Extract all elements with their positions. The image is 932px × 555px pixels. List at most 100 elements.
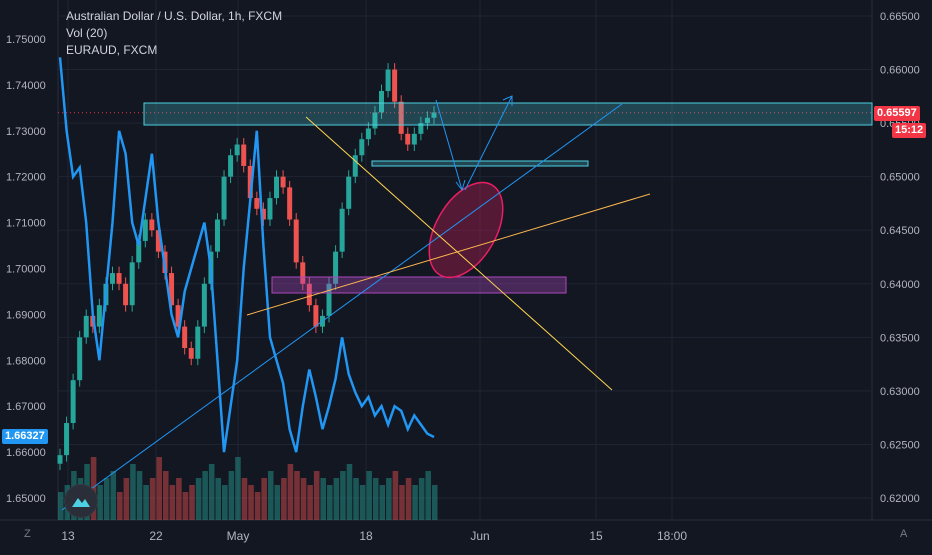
volume-bar (58, 492, 64, 520)
volume-bar (123, 478, 130, 520)
candle-body (405, 133, 411, 145)
volume-bar (379, 485, 386, 520)
volume-bar (386, 478, 392, 520)
timezone-toggle-button[interactable]: Z (24, 528, 31, 540)
volume-bar (313, 471, 320, 520)
volume-bar (399, 485, 405, 520)
volume-bar (176, 478, 182, 520)
projection-arrow-down (435, 99, 463, 191)
y-left-tick-label: 1.65000 (6, 493, 46, 505)
y-right-tick-label: 0.64500 (880, 225, 920, 237)
chart-legend: Australian Dollar / U.S. Dollar, 1h, FXC… (66, 8, 282, 59)
volume-bar (241, 478, 248, 520)
y-right-tick-label: 0.65000 (880, 172, 920, 184)
tradingview-logo-icon[interactable] (64, 484, 98, 518)
candle-body (234, 144, 240, 156)
volume-bar (149, 478, 156, 520)
arrow-head-up (502, 95, 513, 106)
y-left-tick-label: 1.68000 (6, 355, 46, 367)
arrow-head-down (455, 179, 466, 192)
candle-body (182, 326, 188, 349)
volume-bar (274, 485, 281, 520)
candle-body (169, 273, 175, 306)
y-left-tick-label: 1.71000 (6, 218, 46, 230)
target-zone-ellipse (428, 181, 504, 279)
candle-body (372, 112, 378, 129)
volume-bar (169, 485, 176, 520)
x-tick-label: 22 (149, 529, 163, 543)
candle-body (280, 176, 286, 188)
volume-bar (307, 485, 313, 520)
candle-body (260, 208, 266, 220)
y-left-tick-label: 1.69000 (6, 309, 46, 321)
candle-body (123, 283, 129, 306)
time-axis-background (0, 520, 932, 550)
volume-bar (366, 471, 372, 520)
candle-body (293, 219, 299, 263)
candle-body (129, 262, 135, 306)
y-left-tick-label: 1.67000 (6, 401, 46, 413)
y-right-tick-label: 0.66000 (880, 65, 920, 77)
candle-body (392, 69, 398, 102)
candle-body (116, 273, 122, 284)
volume-bar (294, 471, 300, 520)
candle-body (247, 165, 253, 199)
y-right-tick-label: 0.63000 (880, 386, 920, 398)
last-price-tag: 0.65597 (874, 106, 920, 121)
volume-bar (97, 485, 103, 520)
candle-body (241, 144, 247, 166)
x-tick-label: 15 (589, 529, 603, 543)
candle-body (306, 283, 312, 306)
volume-bar (208, 464, 215, 520)
orange-trend-line (246, 193, 651, 316)
candle-body (175, 305, 181, 327)
candle-body (411, 133, 417, 145)
volume-bar (248, 485, 254, 520)
volume-indicator-label[interactable]: Vol (20) (66, 26, 108, 40)
y-right-tick-label: 0.66500 (880, 11, 920, 23)
x-tick-label: Jun (470, 529, 489, 543)
volume-bar (412, 485, 418, 520)
volume-bar (143, 485, 149, 520)
auto-scale-button[interactable]: A (900, 528, 908, 540)
volume-bar (202, 471, 208, 520)
y-right-tick-label: 0.64000 (880, 279, 920, 291)
y-left-tick-label: 1.73000 (6, 126, 46, 138)
y-left-tick-label: 1.70000 (6, 264, 46, 276)
candle-body (365, 128, 371, 140)
y-right-tick-label: 0.63500 (880, 332, 920, 344)
volume-bar (195, 478, 202, 520)
candle-body (267, 198, 273, 220)
volume-bar (189, 485, 195, 520)
candle-body (136, 240, 142, 263)
symbol-title[interactable]: Australian Dollar / U.S. Dollar, 1h, FXC… (66, 9, 283, 23)
compare-symbol-label[interactable]: EURAUD, FXCM (66, 43, 158, 57)
candle-body (379, 90, 385, 113)
candle-body (149, 219, 155, 231)
candle-body (287, 187, 293, 220)
volume-bar (117, 492, 123, 520)
candle-body (424, 117, 430, 124)
volume-bar (372, 478, 379, 520)
volume-bar (136, 471, 143, 520)
candle-body (214, 219, 220, 252)
candle-body (339, 208, 345, 252)
volume-bar (261, 478, 267, 520)
y-right-tick-label: 0.62500 (880, 439, 920, 451)
x-tick-label: 18:00 (657, 529, 687, 543)
volume-bar (182, 492, 189, 520)
volume-bar (418, 478, 425, 520)
volume-bar (110, 471, 117, 520)
volume-bar (254, 492, 261, 520)
candle-body (142, 219, 148, 241)
volume-bar (359, 485, 366, 520)
yellow-trend-line (305, 116, 613, 391)
candle-body (274, 176, 280, 199)
volume-bar (156, 457, 162, 520)
volume-bar (392, 471, 399, 520)
candle-body (201, 283, 207, 327)
candle-body (83, 315, 89, 338)
